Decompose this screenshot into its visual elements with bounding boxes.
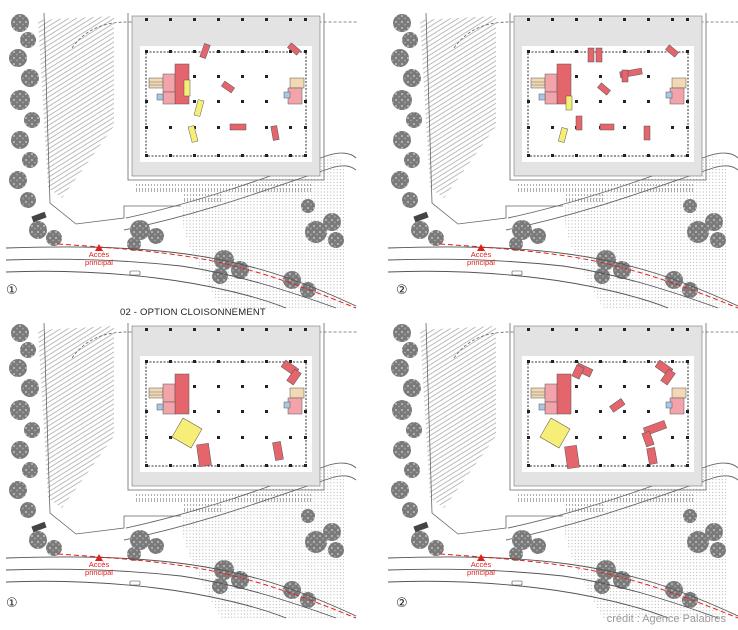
- panel-bottom-left: Accès principal ①: [5, 322, 359, 619]
- variant-label: ①: [6, 596, 18, 611]
- variant-label: ①: [6, 283, 18, 298]
- variant-label: ②: [396, 283, 408, 298]
- furniture-blocks: [171, 359, 302, 468]
- image-credit: crédit : Agence Palabres: [606, 613, 726, 625]
- variant-label: ②: [396, 596, 408, 611]
- access-label-line2: principal: [85, 568, 113, 577]
- access-label-line2: principal: [85, 258, 113, 267]
- panel-top-left: Accès principal ①: [5, 12, 359, 309]
- access-label-line1: Accès: [89, 560, 110, 569]
- access-label-line2: principal: [467, 568, 495, 577]
- access-label-line1: Accès: [89, 250, 110, 259]
- furniture-blocks: [557, 44, 679, 143]
- panel-bottom-right: Accès principal ②: [387, 322, 738, 619]
- furniture-blocks: [539, 359, 676, 470]
- panel-top-right: Accès principal ②: [387, 12, 738, 309]
- section-title: 02 - OPTION CLOISONNEMENT: [120, 307, 266, 318]
- access-label-line1: Accès: [471, 250, 492, 259]
- furniture-blocks: [183, 42, 301, 143]
- access-label-line1: Accès: [471, 560, 492, 569]
- access-label-line2: principal: [467, 258, 495, 267]
